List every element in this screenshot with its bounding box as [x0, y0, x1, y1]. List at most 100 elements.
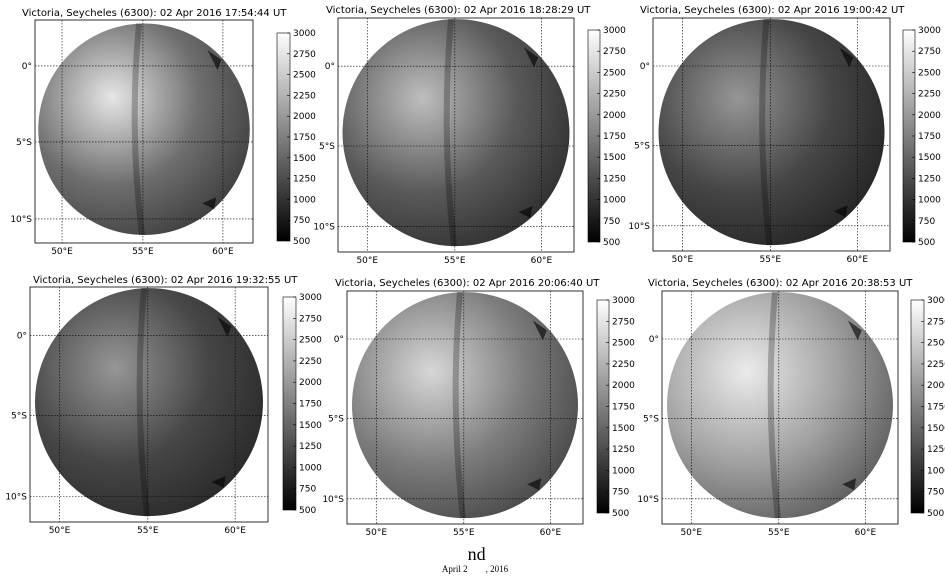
sky-image — [352, 292, 578, 518]
lat-label: 0° — [649, 335, 659, 345]
colorbar-tick-label: 2750 — [612, 317, 635, 327]
colorbar-tick-label: 1750 — [293, 133, 316, 143]
panel: Victoria, Seycheles (6300): 02 Apr 2016 … — [10, 8, 316, 257]
colorbar-tick-label: 1750 — [612, 403, 635, 413]
lat-label: 5°S — [634, 141, 650, 151]
colorbar-tick-label: 500 — [293, 237, 310, 247]
colorbar-tick-label: 500 — [612, 509, 629, 519]
lon-label: 50°E — [365, 528, 387, 538]
colorbar-tick-label: 2250 — [927, 360, 945, 370]
colorbar-tick-label: 1250 — [293, 175, 316, 185]
lat-label: 10°S — [637, 495, 659, 505]
colorbar-tick-label: 1500 — [612, 424, 635, 434]
lon-label: 50°E — [51, 247, 73, 257]
colorbar-tick-label: 2500 — [612, 339, 635, 349]
colorbar-tick-label: 1750 — [299, 400, 322, 410]
colorbar-tick-label: 750 — [603, 217, 620, 227]
colorbar-tick-label: 1500 — [918, 153, 941, 163]
lat-label: 5°S — [319, 142, 335, 152]
lon-label: 55°E — [759, 255, 781, 265]
lat-label: 5°S — [16, 138, 32, 148]
colorbar-tick-label: 1000 — [603, 196, 626, 206]
colorbar-tick-label: 1000 — [299, 463, 322, 473]
panel-title: Victoria, Seycheles (6300): 02 Apr 2016 … — [648, 278, 913, 289]
colorbar-tick-label: 1250 — [299, 442, 322, 452]
colorbar-tick-label: 2250 — [293, 91, 316, 101]
colorbar-tick-label: 3000 — [293, 29, 316, 39]
colorbar-tick-label: 3000 — [918, 26, 941, 36]
lon-label: 60°E — [531, 256, 553, 266]
colorbar-tick-label: 1250 — [918, 174, 941, 184]
colorbar-tick-label: 2500 — [299, 336, 322, 346]
caption: April 2nd, 2016 — [442, 544, 509, 574]
panel-title: Victoria, Seycheles (6300): 02 Apr 2016 … — [335, 278, 600, 289]
colorbar-tick-label: 500 — [918, 238, 935, 248]
panel-title: Victoria, Seycheles (6300): 02 Apr 2016 … — [33, 275, 298, 286]
colorbar-tick-label: 2500 — [293, 71, 316, 81]
colorbar-tick-label: 3000 — [612, 296, 635, 306]
lat-label: 0° — [325, 62, 335, 72]
lat-label: 10°S — [322, 495, 344, 505]
colorbar-tick-label: 1500 — [927, 424, 945, 434]
lat-label: 10°S — [5, 493, 27, 503]
colorbar-tick-label: 2250 — [299, 357, 322, 367]
lat-label: 5°S — [328, 414, 344, 424]
colorbar-tick-label: 500 — [299, 506, 316, 516]
lon-label: 60°E — [540, 528, 562, 538]
panel-title: Victoria, Seycheles (6300): 02 Apr 2016 … — [640, 5, 905, 16]
lon-label: 55°E — [132, 247, 154, 257]
colorbar-tick-label: 2750 — [293, 50, 316, 60]
colorbar-tick-label: 2250 — [918, 90, 941, 100]
panel: Victoria, Seycheles (6300): 02 Apr 2016 … — [628, 5, 941, 265]
lon-label: 55°E — [137, 526, 159, 536]
lon-label: 60°E — [224, 526, 246, 536]
lat-label: 5°S — [643, 414, 659, 424]
lon-label: 55°E — [768, 528, 790, 538]
colorbar-tick-label: 500 — [603, 238, 620, 248]
panel-title: Victoria, Seycheles (6300): 02 Apr 2016 … — [22, 8, 287, 19]
lat-label: 0° — [640, 62, 650, 72]
lat-label: 10°S — [10, 215, 32, 225]
colorbar-tick-label: 750 — [299, 485, 316, 495]
colorbar-tick-label: 1000 — [918, 196, 941, 206]
colorbar-tick-label: 1500 — [299, 421, 322, 431]
caption-superscript: nd — [468, 544, 486, 564]
colorbar-tick-label: 1000 — [612, 466, 635, 476]
panel: Victoria, Seycheles (6300): 02 Apr 2016 … — [5, 275, 322, 536]
colorbar-tick-label: 2000 — [603, 111, 626, 121]
colorbar-tick-label: 2250 — [612, 360, 635, 370]
lon-label: 55°E — [444, 256, 466, 266]
lon-label: 50°E — [672, 255, 694, 265]
colorbar-tick-label: 1250 — [927, 445, 945, 455]
lat-label: 5°S — [11, 412, 27, 422]
colorbar-tick-label: 750 — [927, 488, 944, 498]
lat-label: 10°S — [313, 223, 335, 233]
lat-label: 0° — [22, 62, 32, 72]
colorbar-tick-label: 3000 — [299, 293, 322, 303]
colorbar-tick-label: 500 — [927, 509, 944, 519]
colorbar-tick-label: 1500 — [603, 153, 626, 163]
sky-image — [343, 19, 570, 246]
colorbar-tick-label: 750 — [918, 217, 935, 227]
lat-label: 0° — [17, 331, 27, 341]
colorbar-tick-label: 750 — [612, 488, 629, 498]
colorbar-tick-label: 3000 — [927, 296, 945, 306]
colorbar-tick-label: 3000 — [603, 26, 626, 36]
colorbar-tick-label: 2000 — [918, 111, 941, 121]
colorbar-tick-label: 1250 — [603, 174, 626, 184]
figure: April 2nd, 2016 Victoria, Seycheles (630… — [0, 0, 945, 579]
sky-image — [667, 292, 893, 518]
sky-image — [658, 19, 884, 245]
lon-label: 60°E — [212, 247, 234, 257]
colorbar-tick-label: 2750 — [918, 47, 941, 57]
panel: Victoria, Seycheles (6300): 02 Apr 2016 … — [637, 278, 945, 538]
colorbar-tick-label: 1750 — [918, 132, 941, 142]
lon-label: 55°E — [453, 528, 475, 538]
colorbar-tick-label: 2750 — [299, 314, 322, 324]
colorbar-tick-label: 750 — [293, 216, 310, 226]
lon-label: 50°E — [356, 256, 378, 266]
lat-label: 0° — [334, 335, 344, 345]
colorbar-tick-label: 2250 — [603, 90, 626, 100]
colorbar-tick-label: 2000 — [927, 381, 945, 391]
colorbar-tick-label: 2750 — [927, 317, 945, 327]
